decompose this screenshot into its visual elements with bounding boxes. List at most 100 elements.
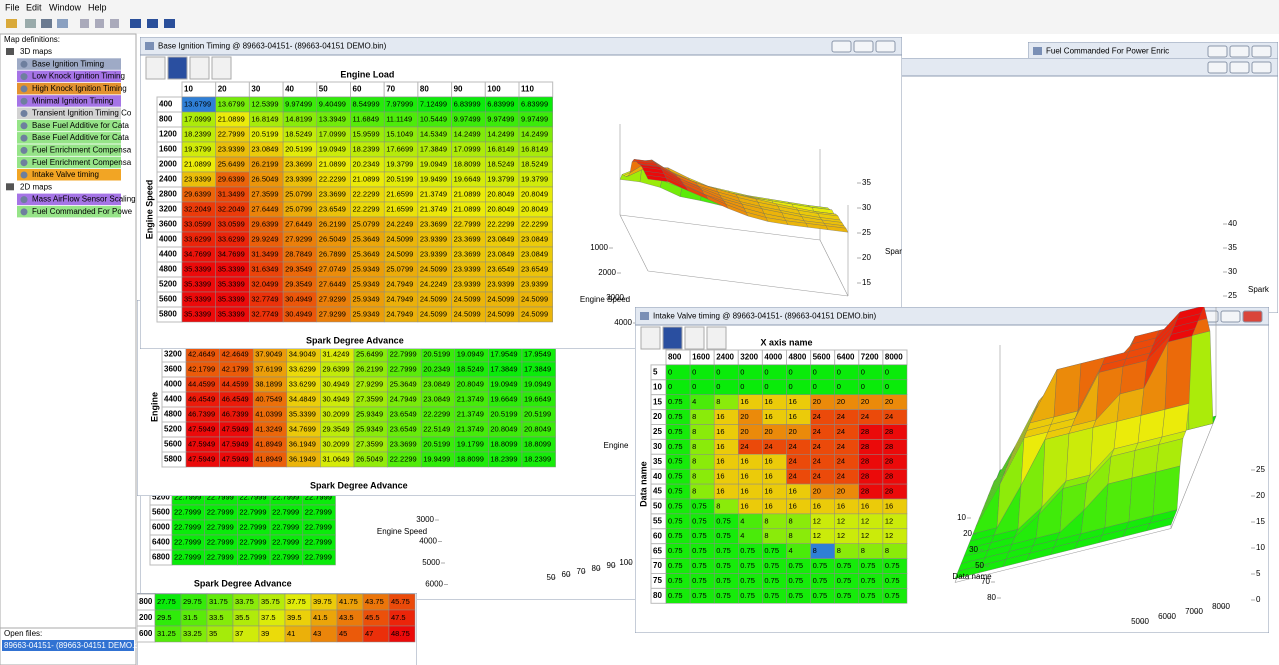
tool-open[interactable]: [6, 19, 17, 28]
tree-item[interactable]: Low Knock Ignition Timing: [32, 72, 125, 81]
tree-item[interactable]: Transient Ignition Timing Co: [32, 109, 132, 118]
tree-item[interactable]: Base Ignition Timing: [32, 59, 104, 68]
tool-paste[interactable]: [110, 19, 119, 28]
cell[interactable]: [882, 588, 908, 604]
cell-value: 0.75: [789, 591, 804, 600]
window-tool[interactable]: [662, 326, 683, 350]
cell-value: 0.75: [668, 501, 683, 510]
tick-label: 7000: [1185, 607, 1203, 616]
tree-item[interactable]: Minimal Ignition Timing: [32, 96, 113, 105]
btn-close[interactable]: [1251, 61, 1272, 74]
btn-maximize[interactable]: [1229, 45, 1250, 58]
tree-item-bg[interactable]: [17, 58, 121, 70]
tool-cut[interactable]: [80, 19, 89, 28]
menu-item[interactable]: Help: [88, 2, 107, 12]
cell[interactable]: [302, 549, 336, 566]
window-tool[interactable]: [706, 326, 727, 350]
cell[interactable]: [518, 306, 553, 323]
btn-maximize[interactable]: [1220, 310, 1241, 323]
tree-item[interactable]: Fuel Enrichment Compensa: [32, 158, 132, 167]
tool-save[interactable]: [25, 19, 36, 28]
menu-item[interactable]: Edit: [26, 2, 42, 12]
tree-item-icon: [20, 159, 28, 167]
cell-value: 36.1949: [289, 439, 316, 448]
row-header: 80: [653, 591, 662, 600]
cell-value: 0.75: [668, 546, 683, 555]
tree-item[interactable]: Fuel Commanded For Powe: [32, 207, 133, 216]
cell-value: 26.5049: [251, 174, 278, 183]
tree-item-bg[interactable]: [17, 144, 121, 156]
cell-value: 35: [209, 629, 217, 638]
row-header: 4000: [159, 235, 177, 244]
cell-value: 6.83999: [487, 99, 514, 108]
cell-value: 31.6349: [251, 264, 278, 273]
title-icon: [1033, 47, 1042, 55]
menu-item[interactable]: Window: [49, 2, 82, 12]
tree-item-bg[interactable]: [17, 132, 121, 144]
cell-value: 46.4549: [222, 394, 249, 403]
tool-tile-v[interactable]: [164, 19, 175, 28]
row-header: 800: [139, 597, 153, 606]
tool-window[interactable]: [57, 19, 68, 28]
btn-close[interactable]: [875, 40, 896, 53]
window-tool[interactable]: [145, 56, 166, 80]
tree-item-bg[interactable]: [17, 193, 121, 206]
tree-item[interactable]: Intake Valve timing: [32, 170, 99, 179]
cell[interactable]: [388, 625, 416, 643]
cell-value: 25.9349: [353, 309, 380, 318]
tree-item-bg[interactable]: [17, 95, 121, 107]
tree-item-icon: [20, 122, 28, 130]
tree-item[interactable]: High Knock Ignition Timing: [32, 84, 127, 93]
cell-value: 21.6599: [386, 189, 413, 198]
btn-maximize[interactable]: [853, 40, 874, 53]
tree-group: 2D maps: [20, 182, 52, 191]
cell-value: 0.75: [764, 561, 779, 570]
window-tool[interactable]: [167, 56, 188, 80]
cell-value: 0: [813, 382, 817, 391]
open-file[interactable]: 89663-04151- (89663-04151 DEMO.bin): [4, 641, 148, 650]
cell-value: 26.5049: [356, 454, 383, 463]
cell-value: 0: [861, 382, 865, 391]
btn-maximize[interactable]: [1229, 61, 1250, 74]
cell-value: 0.75: [716, 516, 731, 525]
btn-minimize[interactable]: [1207, 61, 1228, 74]
cell-value: 21.3749: [457, 394, 484, 403]
window-tool[interactable]: [211, 56, 232, 80]
window-tool[interactable]: [189, 56, 210, 80]
cell-value: 22.2299: [319, 174, 346, 183]
tree-item[interactable]: Fuel Enrichment Compensa: [32, 146, 132, 155]
tool-cascade[interactable]: [130, 19, 141, 28]
menu-item[interactable]: File: [5, 2, 20, 12]
tree-item-bg[interactable]: [17, 205, 121, 218]
cell-value: 27.75: [157, 597, 176, 606]
tree-item-bg[interactable]: [17, 107, 121, 120]
tree-item-bg[interactable]: [17, 169, 121, 181]
window-tool[interactable]: [640, 326, 661, 350]
cell-value: 22.7999: [454, 219, 481, 228]
tool-save-all[interactable]: [41, 19, 52, 28]
tree-item-bg[interactable]: [17, 82, 121, 95]
row-header: 3600: [159, 220, 177, 229]
btn-close[interactable]: [1242, 310, 1263, 323]
btn-minimize[interactable]: [1207, 45, 1228, 58]
window-tool[interactable]: [684, 326, 705, 350]
btn-close[interactable]: [1251, 45, 1272, 58]
cell[interactable]: [521, 451, 556, 468]
table-footer: Spark Degree Advance: [194, 578, 292, 588]
open-file-bg[interactable]: [2, 640, 134, 651]
btn-minimize[interactable]: [831, 40, 852, 53]
cell-value: 27.0749: [319, 264, 346, 273]
tree-item[interactable]: Base Fuel Additive for Cata: [32, 121, 129, 130]
cell-value: 20: [837, 487, 845, 496]
tool-tile-h[interactable]: [147, 19, 158, 28]
cell-value: 21.3749: [420, 189, 447, 198]
cell-value: 0.75: [764, 591, 779, 600]
cell-value: 17.0999: [319, 129, 346, 138]
tool-copy[interactable]: [95, 19, 104, 28]
tree-item[interactable]: Mass AirFlow Sensor Scaling: [32, 195, 136, 204]
tree-item[interactable]: Base Fuel Additive for Cata: [32, 133, 129, 142]
tree-item-bg[interactable]: [17, 156, 121, 169]
tree-item-bg[interactable]: [17, 70, 121, 83]
tree-item-bg[interactable]: [17, 119, 121, 132]
